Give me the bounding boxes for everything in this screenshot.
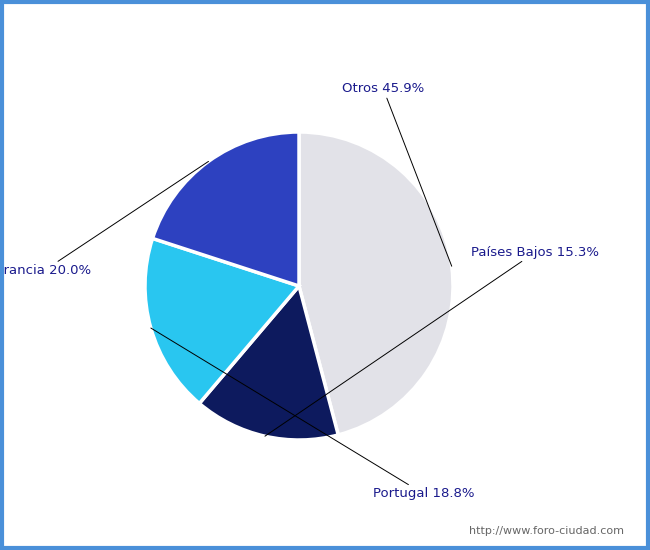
Text: Portugal 18.8%: Portugal 18.8% [151,328,474,501]
Wedge shape [299,132,453,435]
Wedge shape [153,132,299,286]
Text: Francia 20.0%: Francia 20.0% [0,161,209,277]
Wedge shape [145,238,299,403]
Wedge shape [200,286,338,440]
Text: Otros 45.9%: Otros 45.9% [342,82,452,266]
Text: http://www.foro-ciudad.com: http://www.foro-ciudad.com [469,526,624,536]
Text: Crémenes - Turistas extranjeros según país - Agosto de 2024: Crémenes - Turistas extranjeros según pa… [92,16,558,33]
Text: Países Bajos 15.3%: Países Bajos 15.3% [265,246,599,436]
